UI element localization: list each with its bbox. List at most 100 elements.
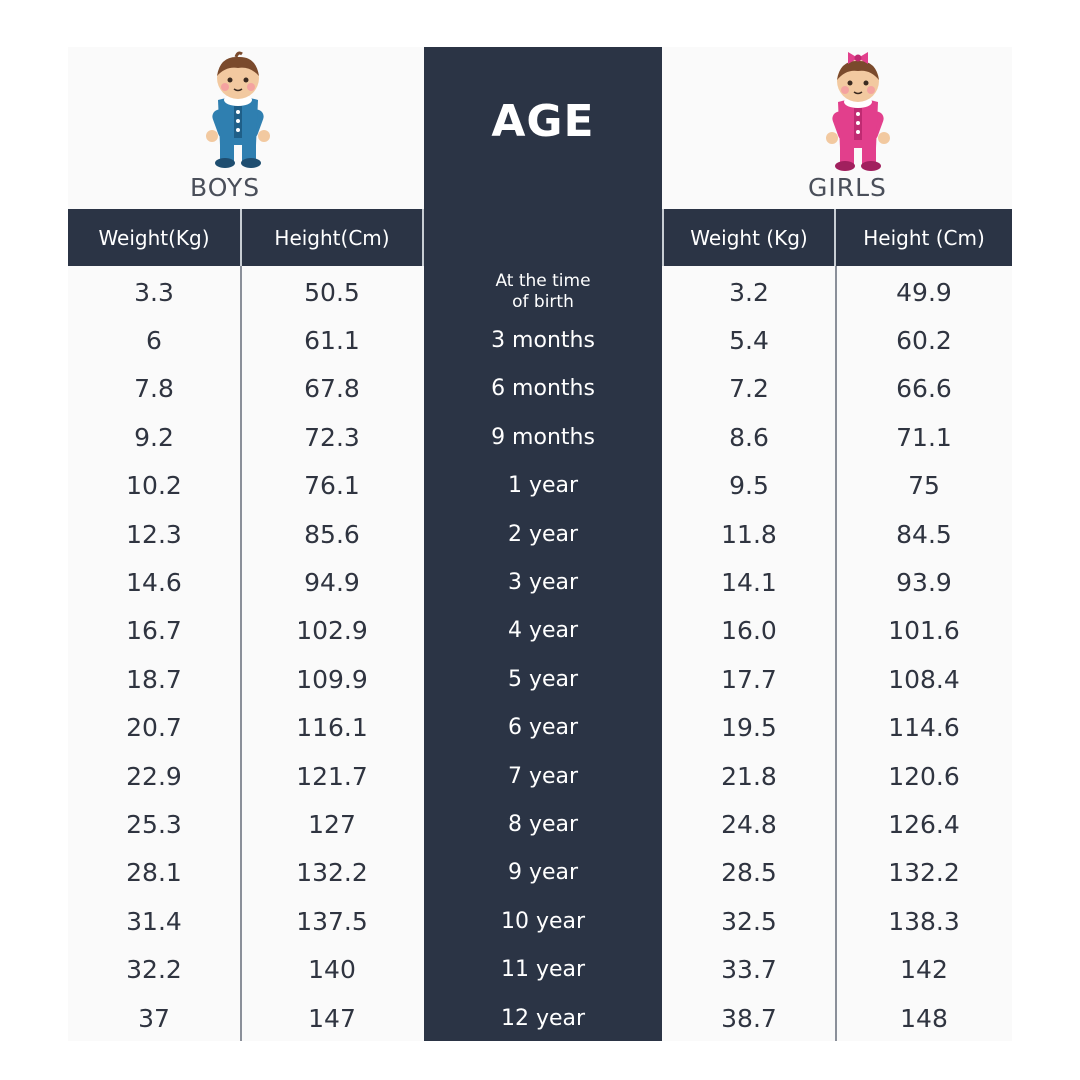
cell-age: 3 months	[491, 328, 595, 354]
cell-age: 2 year	[507, 521, 579, 547]
cell-age: 1 year	[507, 473, 579, 499]
cell-girls-height: 71.1	[896, 422, 952, 452]
cell-boys-height: 50.5	[304, 277, 360, 307]
cell-boys-height: 85.6	[304, 519, 360, 549]
table-row: 37 147 12 year 38.7 148	[68, 994, 1012, 1042]
header-divider	[834, 209, 836, 266]
cell-age: 4 year	[507, 618, 579, 644]
cell-boys-weight: 22.9	[126, 761, 182, 791]
cell-girls-height: 108.4	[888, 664, 960, 694]
cell-girls-weight: 16.0	[721, 616, 777, 646]
header-divider	[240, 209, 242, 266]
cell-girls-weight: 5.4	[729, 326, 769, 356]
cell-boys-height: 76.1	[304, 471, 360, 501]
girls-label: GIRLS	[808, 173, 887, 202]
cell-boys-height: 102.9	[296, 616, 368, 646]
cell-girls-height: 60.2	[896, 326, 952, 356]
cell-boys-height: 127	[308, 810, 356, 840]
cell-boys-weight: 31.4	[126, 906, 182, 936]
cell-age: 12 year	[500, 1005, 586, 1031]
table-row: 3.3 50.5 At the time of birth 3.2 49.9	[68, 268, 1012, 316]
cell-boys-height: 132.2	[296, 858, 368, 888]
table-row: 31.4 137.5 10 year 32.5 138.3	[68, 897, 1012, 945]
age-title: AGE	[491, 96, 595, 147]
cell-boys-weight: 6	[146, 326, 162, 356]
cell-boys-weight: 10.2	[126, 471, 182, 501]
cell-boys-height: 121.7	[296, 761, 368, 791]
cell-boys-weight: 16.7	[126, 616, 182, 646]
cell-boys-height: 140	[308, 955, 356, 985]
cell-boys-weight: 14.6	[126, 568, 182, 598]
cell-girls-height: 126.4	[888, 810, 960, 840]
header-age	[424, 209, 662, 266]
cell-boys-weight: 12.3	[126, 519, 182, 549]
cell-girls-weight: 9.5	[729, 471, 769, 501]
cell-age: 9 year	[507, 860, 579, 886]
cell-age: 6 months	[491, 376, 595, 402]
cell-boys-weight: 28.1	[126, 858, 182, 888]
cell-girls-height: 66.6	[896, 374, 952, 404]
boys-label: BOYS	[190, 173, 261, 202]
cell-girls-height: 142	[900, 955, 948, 985]
cell-girls-weight: 14.1	[721, 568, 777, 598]
cell-boys-height: 67.8	[304, 374, 360, 404]
cell-girls-height: 101.6	[888, 616, 960, 646]
cell-girls-weight: 8.6	[729, 422, 769, 452]
cell-age: 10 year	[500, 908, 586, 934]
table-row: 14.6 94.9 3 year 14.1 93.9	[68, 558, 1012, 606]
header-girls-weight: Weight (Kg)	[664, 209, 834, 266]
cell-girls-weight: 24.8	[721, 810, 777, 840]
cell-boys-height: 109.9	[296, 664, 368, 694]
cell-boys-weight: 9.2	[134, 422, 174, 452]
cell-boys-height: 137.5	[296, 906, 368, 936]
cell-age: 6 year	[507, 715, 579, 741]
cell-girls-weight: 3.2	[729, 277, 769, 307]
cell-boys-weight: 18.7	[126, 664, 182, 694]
cell-girls-height: 49.9	[896, 277, 952, 307]
cell-girls-height: 93.9	[896, 568, 952, 598]
cell-age: At the time of birth	[495, 271, 591, 313]
table-row: 16.7 102.9 4 year 16.0 101.6	[68, 607, 1012, 655]
cell-boys-weight: 37	[138, 1003, 170, 1033]
cell-age: 5 year	[507, 666, 579, 692]
table-row: 32.2 140 11 year 33.7 142	[68, 946, 1012, 994]
table-row: 9.2 72.3 9 months 8.6 71.1	[68, 413, 1012, 461]
cell-girls-height: 114.6	[888, 713, 960, 743]
cell-age: 7 year	[507, 763, 579, 789]
cell-girls-height: 132.2	[888, 858, 960, 888]
cell-girls-weight: 33.7	[721, 955, 777, 985]
cell-girls-weight: 38.7	[721, 1003, 777, 1033]
table-row: 18.7 109.9 5 year 17.7 108.4	[68, 655, 1012, 703]
cell-girls-height: 148	[900, 1003, 948, 1033]
cell-boys-height: 116.1	[296, 713, 368, 743]
cell-girls-weight: 19.5	[721, 713, 777, 743]
cell-boys-weight: 20.7	[126, 713, 182, 743]
cell-age: 11 year	[500, 957, 586, 983]
table-row: 10.2 76.1 1 year 9.5 75	[68, 462, 1012, 510]
cell-boys-height: 94.9	[304, 568, 360, 598]
table-row: 12.3 85.6 2 year 11.8 84.5	[68, 510, 1012, 558]
cell-age: 3 year	[507, 570, 579, 596]
cell-boys-height: 72.3	[304, 422, 360, 452]
cell-girls-weight: 21.8	[721, 761, 777, 791]
cell-age: 9 months	[491, 424, 595, 450]
column-divider-girls	[835, 266, 837, 1041]
cell-girls-height: 120.6	[888, 761, 960, 791]
column-header-row: Weight(Kg) Height(Cm) Weight (Kg) Height…	[68, 209, 1012, 266]
cell-girls-weight: 28.5	[721, 858, 777, 888]
cell-boys-weight: 7.8	[134, 374, 174, 404]
cell-girls-weight: 11.8	[721, 519, 777, 549]
cell-boys-height: 147	[308, 1003, 356, 1033]
header-girls-height: Height (Cm)	[836, 209, 1012, 266]
header-boys-height: Height(Cm)	[242, 209, 422, 266]
header-boys-weight: Weight(Kg)	[68, 209, 240, 266]
cell-girls-weight: 32.5	[721, 906, 777, 936]
cell-girls-weight: 17.7	[721, 664, 777, 694]
boy-baby-icon	[206, 51, 270, 168]
cell-age: 8 year	[507, 812, 579, 838]
table-row: 28.1 132.2 9 year 28.5 132.2	[68, 849, 1012, 897]
cell-girls-height: 84.5	[896, 519, 952, 549]
header-divider	[662, 209, 664, 266]
cell-boys-weight: 3.3	[134, 277, 174, 307]
table-row: 25.3 127 8 year 24.8 126.4	[68, 800, 1012, 848]
